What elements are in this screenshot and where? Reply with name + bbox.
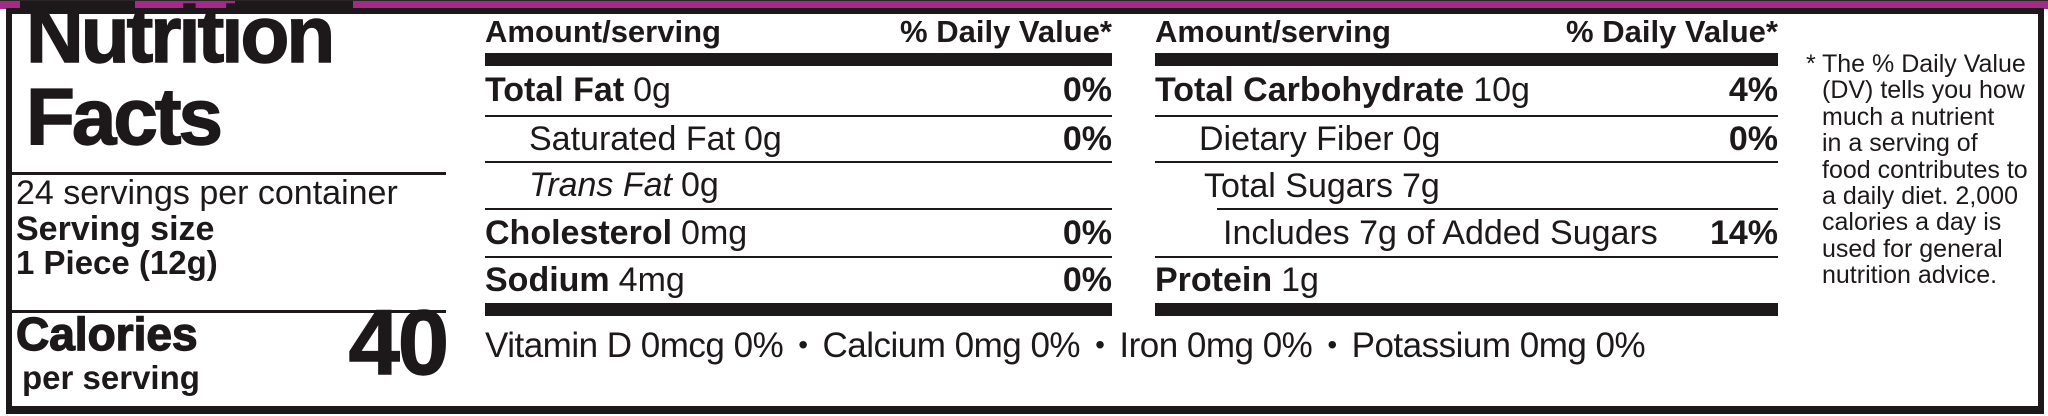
nutrient-amount: 0mg xyxy=(681,213,748,252)
nutrient-row-total-sugars: Total Sugars 7g xyxy=(1155,163,1778,210)
nutrient-column-2: Amount/serving % Daily Value* Total Carb… xyxy=(1155,14,1778,316)
bullet-separator: • xyxy=(1327,329,1337,360)
footnote-line: (DV) tells you how xyxy=(1822,76,2025,105)
footnote-text: * The % Daily Value (DV) tells you how m… xyxy=(1806,51,2038,289)
nutrient-name: Dietary Fiber xyxy=(1199,119,1394,158)
thick-divider xyxy=(485,53,1112,66)
label-title: Nutrition Facts xyxy=(25,0,336,161)
nutrient-column-1: Amount/serving % Daily Value* Total Fat 0… xyxy=(485,14,1112,316)
divider-above-calories xyxy=(12,310,446,313)
nutrient-name: Total Carbohydrate xyxy=(1155,71,1465,109)
nutrient-row-trans-fat: Trans Fat 0g xyxy=(485,163,1112,210)
serving-size-label: Serving size xyxy=(16,210,215,248)
servings-per-container: 24 servings per container xyxy=(16,174,398,212)
nutrient-row-cholesterol: Cholesterol 0mg 0% xyxy=(485,210,1112,258)
nutrient-row-total-carbohydrate: Total Carbohydrate 10g 4% xyxy=(1155,66,1778,117)
footnote-line: much a nutrient xyxy=(1822,102,1995,131)
nutrient-amount: 7g xyxy=(1402,167,1440,205)
micronutrient-potassium: Potassium 0mg 0% xyxy=(1351,326,1646,365)
nutrient-dv: 0% xyxy=(1062,119,1112,158)
nutrient-amount: 1g xyxy=(1281,261,1319,299)
nutrient-name-and-amount: Protein 1g xyxy=(1155,261,1319,300)
micronutrient-calcium: Calcium 0mg 0% xyxy=(822,326,1081,365)
amount-serving-header: Amount/serving xyxy=(485,14,721,49)
nutrient-name-and-amount: Dietary Fiber 0g xyxy=(1199,120,1440,159)
nutrient-name-and-amount: Saturated Fat 0g xyxy=(529,120,782,159)
nutrition-facts-label: Nutrition Facts 24 servings per containe… xyxy=(6,0,2044,414)
daily-value-header: % Daily Value* xyxy=(900,14,1112,49)
footnote-asterisk: * xyxy=(1806,50,1816,78)
label-title-line1: Nutrition xyxy=(25,0,336,79)
bullet-separator: • xyxy=(1095,329,1105,360)
nutrient-amount: 0g xyxy=(633,71,671,109)
nutrient-name-and-amount: Trans Fat 0g xyxy=(529,166,719,205)
daily-value-footnote: * The % Daily Value (DV) tells you how m… xyxy=(1806,51,2038,289)
footnote-line: in a serving of xyxy=(1822,129,1978,158)
nutrient-row-protein: Protein 1g xyxy=(1155,258,1778,303)
thick-divider xyxy=(485,303,1112,316)
nutrient-dv: 0% xyxy=(1062,213,1112,252)
nutrient-name: Saturated Fat xyxy=(529,119,736,158)
footnote-line: calories a day is xyxy=(1822,208,2002,237)
nutrient-amount: 0g xyxy=(744,119,782,158)
column-header: Amount/serving % Daily Value* xyxy=(485,14,1112,53)
nutrient-dv: 0% xyxy=(1728,119,1778,158)
calories-sublabel: per serving xyxy=(22,359,200,396)
column-header: Amount/serving % Daily Value* xyxy=(1155,14,1778,53)
footnote-line: a daily diet. 2,000 xyxy=(1822,182,2018,211)
nutrient-dv: 0% xyxy=(1062,71,1112,109)
bullet-separator: • xyxy=(798,329,808,360)
nutrient-amount: 4mg xyxy=(618,261,685,299)
daily-value-header: % Daily Value* xyxy=(1566,14,1778,49)
nutrient-row-added-sugars: Includes 7g of Added Sugars 14% xyxy=(1155,210,1778,258)
nutrient-name: Total Sugars xyxy=(1204,167,1393,205)
nutrient-name: Cholesterol xyxy=(485,213,673,252)
micronutrient-iron: Iron 0mg 0% xyxy=(1119,326,1313,365)
nutrient-dv: 4% xyxy=(1728,71,1778,109)
package-edge-black-segment xyxy=(20,1,135,9)
nutrient-name-and-amount: Includes 7g of Added Sugars xyxy=(1223,214,1667,253)
nutrient-amount: 0g xyxy=(1402,119,1441,158)
nutrient-name-and-amount: Total Fat 0g xyxy=(485,71,671,110)
micronutrient-vitamin-d: Vitamin D 0mcg 0% xyxy=(485,326,784,365)
nutrient-name: Trans Fat xyxy=(529,166,672,204)
nutrient-name-and-amount: Cholesterol 0mg xyxy=(485,214,747,253)
label-title-line2: Facts xyxy=(25,72,223,161)
nutrient-row-sodium: Sodium 4mg 0% xyxy=(485,258,1112,303)
micronutrients-line: Vitamin D 0mcg 0% • Calcium 0mg 0% • Iron 0m… xyxy=(485,326,1646,366)
footnote-line: The % Daily Value xyxy=(1822,50,2026,78)
nutrient-name-and-amount: Total Sugars 7g xyxy=(1204,167,1440,206)
nutrient-name-and-amount: Total Carbohydrate 10g xyxy=(1155,71,1530,110)
nutrient-dv: 14% xyxy=(1709,213,1778,252)
calories-label: Calories xyxy=(15,308,198,360)
nutrient-amount: 10g xyxy=(1473,71,1530,109)
footnote-line: food contributes to xyxy=(1822,155,2028,184)
package-edge-strip xyxy=(0,0,2048,9)
nutrient-name: Protein xyxy=(1155,261,1273,299)
package-edge-black-segment xyxy=(235,1,353,9)
thick-divider xyxy=(1155,303,1778,316)
nutrient-amount: 0g xyxy=(680,166,719,204)
nutrient-name: Includes 7g of Added Sugars xyxy=(1223,213,1658,252)
nutrient-name-and-amount: Sodium 4mg xyxy=(485,261,685,300)
footnote-line: used for general xyxy=(1822,234,2003,263)
nutrient-name: Sodium xyxy=(485,261,610,299)
amount-serving-header: Amount/serving xyxy=(1155,14,1391,49)
thick-divider xyxy=(1155,53,1778,66)
nutrient-row-total-fat: Total Fat 0g 0% xyxy=(485,66,1112,117)
footnote-line: nutrition advice. xyxy=(1822,261,1998,290)
serving-size-value: 1 Piece (12g) xyxy=(16,244,218,281)
divider-under-title xyxy=(12,172,446,175)
nutrient-name: Total Fat xyxy=(485,71,625,109)
calories-value: 40 xyxy=(348,292,450,394)
nutrient-row-saturated-fat: Saturated Fat 0g 0% xyxy=(485,117,1112,163)
nutrient-row-dietary-fiber: Dietary Fiber 0g 0% xyxy=(1155,117,1778,163)
nutrient-dv: 0% xyxy=(1062,261,1112,299)
